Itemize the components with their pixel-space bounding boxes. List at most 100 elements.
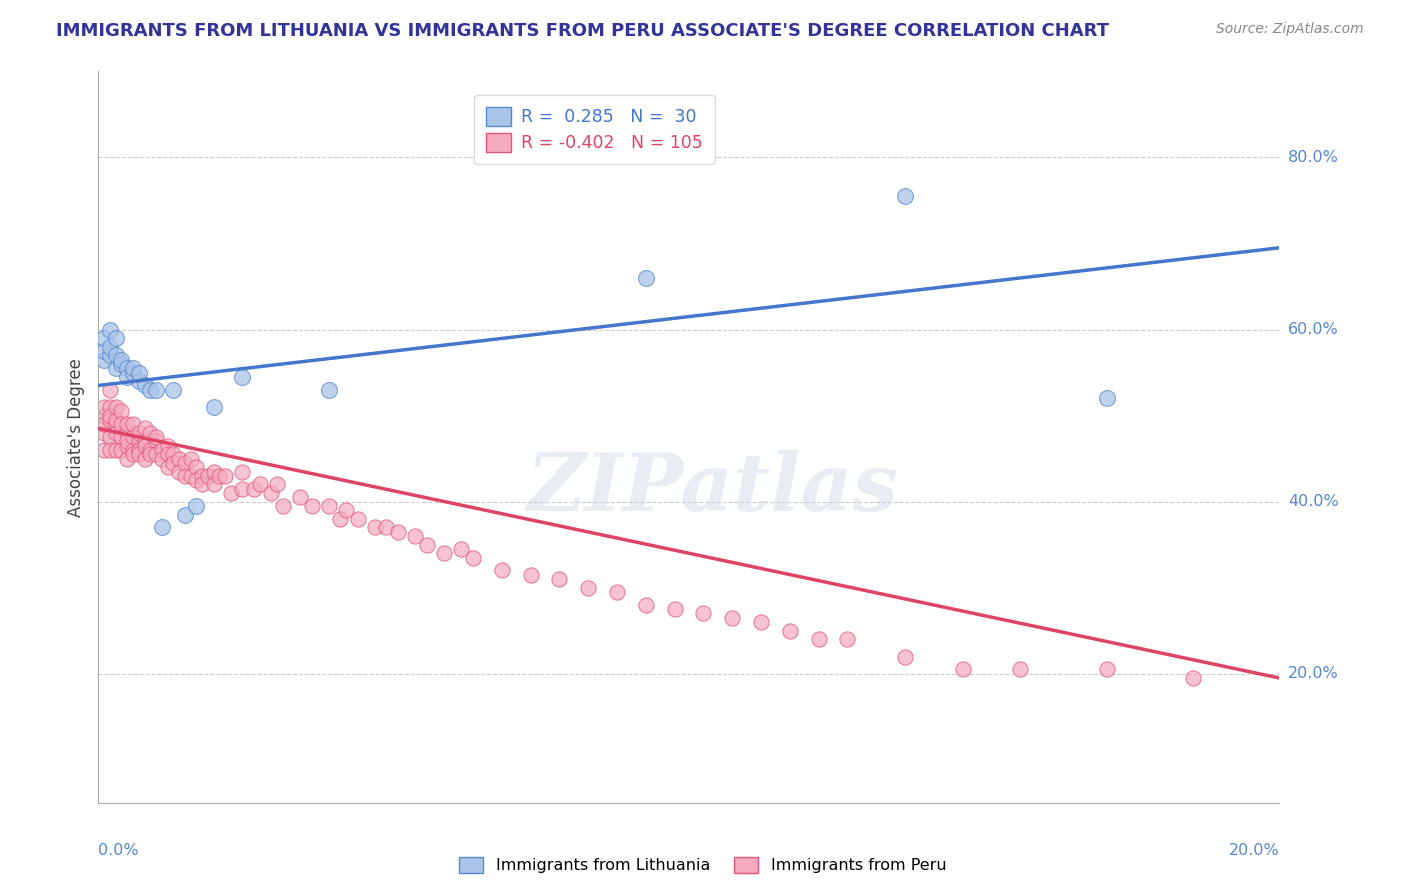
Point	[98, 340, 121, 354]
Point	[134, 434, 156, 449]
Point	[231, 465, 253, 479]
Y-axis label: Associate's Degree: Associate's Degree	[66, 358, 84, 516]
Point	[173, 456, 195, 470]
Point	[93, 400, 115, 414]
Point	[104, 425, 127, 440]
Point	[139, 447, 162, 461]
Point	[416, 538, 439, 552]
Point	[98, 413, 121, 427]
Point	[301, 499, 323, 513]
Point	[1095, 392, 1118, 406]
Point	[634, 598, 657, 612]
Point	[128, 425, 150, 440]
Point	[249, 477, 271, 491]
Point	[122, 361, 145, 376]
Point	[807, 632, 830, 647]
Point	[110, 430, 132, 444]
Point	[115, 451, 138, 466]
Point	[173, 508, 195, 522]
Point	[115, 417, 138, 432]
Point	[93, 352, 115, 367]
Point	[128, 447, 150, 461]
Point	[128, 442, 150, 457]
Point	[145, 434, 167, 449]
Point	[110, 442, 132, 457]
Point	[98, 430, 121, 444]
Point	[93, 442, 115, 457]
Point	[115, 361, 138, 376]
Point	[93, 417, 115, 432]
Point	[779, 624, 801, 638]
Point	[186, 460, 208, 475]
Point	[162, 456, 184, 470]
Point	[110, 404, 132, 418]
Point	[115, 369, 138, 384]
Point	[491, 564, 513, 578]
Point	[134, 439, 156, 453]
Point	[122, 442, 145, 457]
Point	[98, 442, 121, 457]
Point	[115, 425, 138, 440]
Point	[606, 585, 628, 599]
Point	[404, 529, 426, 543]
Point	[519, 567, 541, 582]
Legend: Immigrants from Lithuania, Immigrants from Peru: Immigrants from Lithuania, Immigrants fr…	[453, 850, 953, 880]
Point	[1010, 662, 1032, 676]
Point	[433, 546, 456, 560]
Point	[231, 482, 253, 496]
Point	[664, 602, 686, 616]
Point	[104, 442, 127, 457]
Point	[1182, 671, 1205, 685]
Point	[167, 465, 190, 479]
Point	[122, 366, 145, 380]
Point	[104, 413, 127, 427]
Point	[139, 383, 162, 397]
Point	[128, 434, 150, 449]
Point	[208, 468, 231, 483]
Point	[191, 477, 214, 491]
Point	[115, 434, 138, 449]
Point	[461, 550, 484, 565]
Text: ZIPatlas: ZIPatlas	[526, 450, 898, 527]
Text: 60.0%: 60.0%	[1288, 322, 1339, 337]
Text: 0.0%: 0.0%	[98, 843, 139, 858]
Point	[145, 430, 167, 444]
Point	[162, 383, 184, 397]
Point	[266, 477, 288, 491]
Point	[260, 486, 283, 500]
Point	[197, 468, 219, 483]
Point	[450, 541, 472, 556]
Text: 20.0%: 20.0%	[1288, 666, 1339, 681]
Point	[186, 499, 208, 513]
Point	[145, 447, 167, 461]
Point	[387, 524, 409, 539]
Point	[98, 409, 121, 423]
Point	[134, 451, 156, 466]
Point	[548, 572, 571, 586]
Legend: R =  0.285   N =  30, R = -0.402   N = 105: R = 0.285 N = 30, R = -0.402 N = 105	[474, 95, 714, 164]
Point	[128, 366, 150, 380]
Point	[115, 439, 138, 453]
Point	[162, 447, 184, 461]
Point	[749, 615, 772, 629]
Point	[837, 632, 859, 647]
Point	[375, 520, 398, 534]
Point	[104, 417, 127, 432]
Point	[134, 378, 156, 392]
Point	[346, 512, 368, 526]
Point	[634, 271, 657, 285]
Text: 40.0%: 40.0%	[1288, 494, 1339, 509]
Point	[692, 607, 714, 621]
Point	[1095, 662, 1118, 676]
Point	[180, 468, 202, 483]
Point	[110, 352, 132, 367]
Point	[110, 417, 132, 432]
Point	[156, 460, 179, 475]
Point	[364, 520, 387, 534]
Point	[145, 383, 167, 397]
Point	[93, 331, 115, 345]
Point	[576, 581, 599, 595]
Point	[156, 439, 179, 453]
Point	[231, 369, 253, 384]
Point	[93, 344, 115, 359]
